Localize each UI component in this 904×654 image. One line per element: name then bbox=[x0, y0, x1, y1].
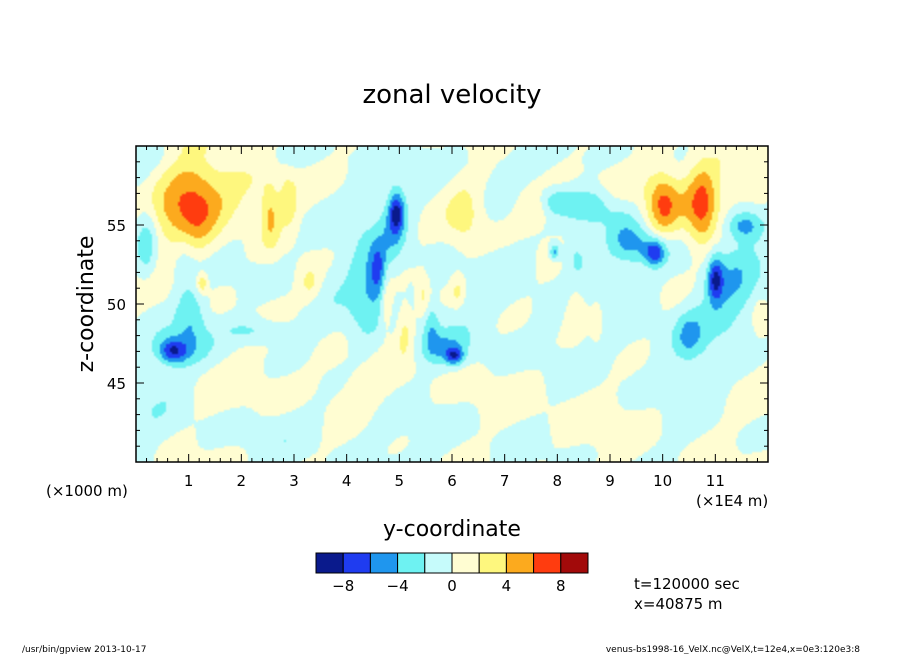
x-unit-note: (×1E4 m) bbox=[696, 492, 768, 510]
x-tick-label: 4 bbox=[342, 472, 352, 490]
colorbar-tick-label: −8 bbox=[332, 577, 354, 595]
colorbar-swatch bbox=[397, 552, 426, 574]
x-tick-label: 11 bbox=[706, 472, 725, 490]
x-tick-label: 8 bbox=[553, 472, 563, 490]
x-tick-label: 6 bbox=[447, 472, 457, 490]
colorbar-tick-label: 4 bbox=[502, 577, 512, 595]
colorbar-swatch bbox=[369, 552, 399, 574]
colorbar-swatch bbox=[533, 552, 562, 574]
x-axis-label: y-coordinate bbox=[383, 517, 521, 542]
x-tick-label: 2 bbox=[237, 472, 247, 490]
colorbar-swatch bbox=[315, 552, 344, 574]
x-tick-label: 3 bbox=[289, 472, 299, 490]
colorbar-swatch bbox=[342, 552, 371, 574]
time-label: t=120000 sec bbox=[634, 575, 740, 593]
colorbar-swatch bbox=[505, 552, 535, 574]
x-axis-ticks: 1 2 3 4 5 6 7 8 9 10 11 bbox=[135, 146, 769, 490]
y-tick-label: 55 bbox=[107, 217, 126, 235]
y-tick-label: 50 bbox=[107, 296, 126, 314]
x-tick-label: 7 bbox=[500, 472, 510, 490]
chart-title: zonal velocity bbox=[362, 80, 541, 110]
colorbar-swatch bbox=[451, 552, 480, 574]
colorbar-tick-label: −4 bbox=[387, 577, 409, 595]
footer-right: venus-bs1998-16_VelX.nc@VelX,t=12e4,x=0e… bbox=[606, 645, 860, 654]
x-tick-label: 1 bbox=[184, 472, 194, 490]
x-tick-label: 5 bbox=[395, 472, 405, 490]
colorbar-swatch bbox=[478, 552, 507, 574]
colorbar-tick-label: 0 bbox=[447, 577, 457, 595]
colorbar-swatch bbox=[424, 552, 453, 574]
y-axis-label: z-coordinate bbox=[74, 236, 99, 373]
colorbar-swatch bbox=[560, 552, 589, 574]
y-axis-ticks: 45 50 55 bbox=[107, 145, 768, 463]
x-tick-label: 10 bbox=[653, 472, 672, 490]
colorbar-tick-label: 8 bbox=[556, 577, 566, 595]
heatmap-field bbox=[136, 146, 768, 462]
footer-left: /usr/bin/gpview 2013-10-17 bbox=[22, 645, 146, 654]
x-position-label: x=40875 m bbox=[634, 595, 723, 613]
y-unit-note: (×1000 m) bbox=[46, 482, 128, 500]
x-tick-label: 9 bbox=[605, 472, 615, 490]
colorbar: −8 −4 0 4 8 bbox=[315, 552, 589, 595]
y-tick-label: 45 bbox=[107, 375, 126, 393]
